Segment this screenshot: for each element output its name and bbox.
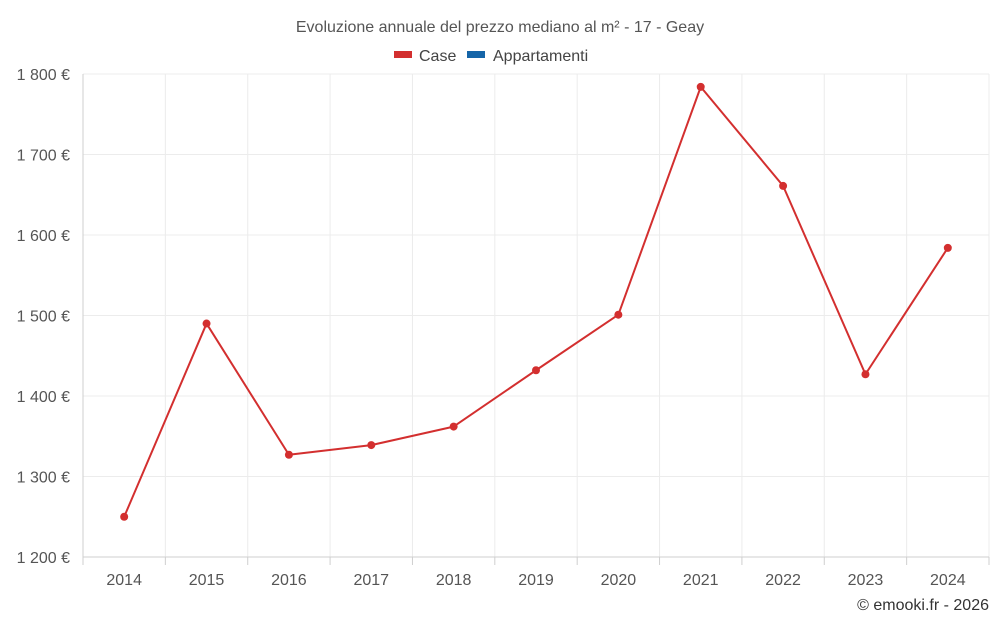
chart-title: Evoluzione annuale del prezzo mediano al… <box>296 19 704 36</box>
x-tick-label: 2020 <box>601 572 637 589</box>
gridlines <box>83 73 990 557</box>
x-tick-label: 2014 <box>106 572 142 589</box>
legend-swatch-appartamenti <box>467 51 485 58</box>
y-tick-label: 1 700 € <box>17 148 70 165</box>
y-tick-label: 1 800 € <box>17 67 70 84</box>
legend-item-case[interactable]: Case <box>394 48 456 65</box>
y-tick-label: 1 500 € <box>17 309 70 326</box>
legend-label-case: Case <box>419 48 456 65</box>
y-tick-label: 1 600 € <box>17 228 70 245</box>
x-tick-label: 2017 <box>353 572 389 589</box>
x-tick-label: 2022 <box>765 572 801 589</box>
data-point-case-2020[interactable] <box>614 310 623 319</box>
data-point-case-2016[interactable] <box>284 450 293 459</box>
x-tick-label: 2018 <box>436 572 472 589</box>
legend-swatch-case <box>394 51 412 58</box>
legend-label-appartamenti: Appartamenti <box>493 48 588 65</box>
data-point-case-2019[interactable] <box>532 366 540 375</box>
y-tick-label: 1 400 € <box>17 389 70 406</box>
data-point-case-2018[interactable] <box>449 422 458 431</box>
x-axis-ticks: 2014 2015 2016 2017 2018 2019 2020 2021 2022 2023… <box>82 557 990 589</box>
data-point-case-2023[interactable] <box>861 370 870 379</box>
axes <box>82 74 989 558</box>
series-case <box>120 82 952 521</box>
y-tick-label: 1 200 € <box>17 550 70 567</box>
data-point-case-2024[interactable] <box>943 243 952 252</box>
data-point-case-2022[interactable] <box>779 181 788 190</box>
credit-text: © emooki.fr - 2026 <box>857 597 989 614</box>
x-tick-label: 2023 <box>848 572 884 589</box>
x-tick-label: 2015 <box>189 572 225 589</box>
legend: Case Appartamenti <box>394 48 588 65</box>
x-tick-label: 2024 <box>930 572 966 589</box>
data-point-case-2017[interactable] <box>367 441 376 450</box>
legend-item-appartamenti[interactable]: Appartamenti <box>467 48 588 65</box>
y-axis-ticks: 1 200 € 1 300 € 1 400 € 1 500 € 1 600 € 1 700… <box>17 67 70 567</box>
y-tick-label: 1 300 € <box>17 470 70 487</box>
data-point-case-2015[interactable] <box>202 319 211 328</box>
data-point-case-2014[interactable] <box>120 512 129 521</box>
x-tick-label: 2016 <box>271 572 307 589</box>
data-point-case-2021[interactable] <box>696 82 705 91</box>
x-tick-label: 2021 <box>683 572 719 589</box>
x-tick-label: 2019 <box>518 572 554 589</box>
